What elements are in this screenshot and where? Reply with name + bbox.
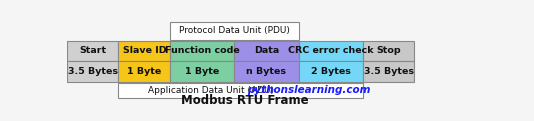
Text: Application Data Unit (ADU): Application Data Unit (ADU) [148, 86, 274, 95]
FancyBboxPatch shape [67, 61, 119, 82]
Text: n Bytes: n Bytes [246, 67, 286, 76]
Text: 1 Byte: 1 Byte [185, 67, 219, 76]
Text: Data: Data [254, 46, 279, 55]
Text: Function code: Function code [165, 46, 240, 55]
Text: pythonslearning.com: pythonslearning.com [247, 85, 371, 95]
FancyBboxPatch shape [170, 61, 234, 82]
FancyBboxPatch shape [299, 41, 363, 61]
Text: 1 Byte: 1 Byte [127, 67, 161, 76]
Text: Modbus RTU Frame: Modbus RTU Frame [181, 94, 309, 107]
FancyBboxPatch shape [119, 41, 170, 61]
FancyBboxPatch shape [67, 41, 119, 61]
FancyBboxPatch shape [363, 41, 414, 61]
Text: CRC error check: CRC error check [288, 46, 373, 55]
FancyBboxPatch shape [119, 61, 170, 82]
FancyBboxPatch shape [170, 41, 234, 61]
FancyBboxPatch shape [170, 22, 299, 40]
Text: 2 Bytes: 2 Bytes [311, 67, 350, 76]
FancyBboxPatch shape [299, 61, 363, 82]
FancyBboxPatch shape [119, 83, 363, 98]
Text: Protocol Data Unit (PDU): Protocol Data Unit (PDU) [179, 26, 290, 35]
FancyBboxPatch shape [234, 61, 299, 82]
Text: 3.5 Bytes: 3.5 Bytes [364, 67, 413, 76]
Text: Start: Start [79, 46, 106, 55]
Text: Stop: Stop [376, 46, 401, 55]
FancyBboxPatch shape [363, 61, 414, 82]
Text: 3.5 Bytes: 3.5 Bytes [68, 67, 117, 76]
FancyBboxPatch shape [234, 41, 299, 61]
Text: Slave ID: Slave ID [122, 46, 166, 55]
